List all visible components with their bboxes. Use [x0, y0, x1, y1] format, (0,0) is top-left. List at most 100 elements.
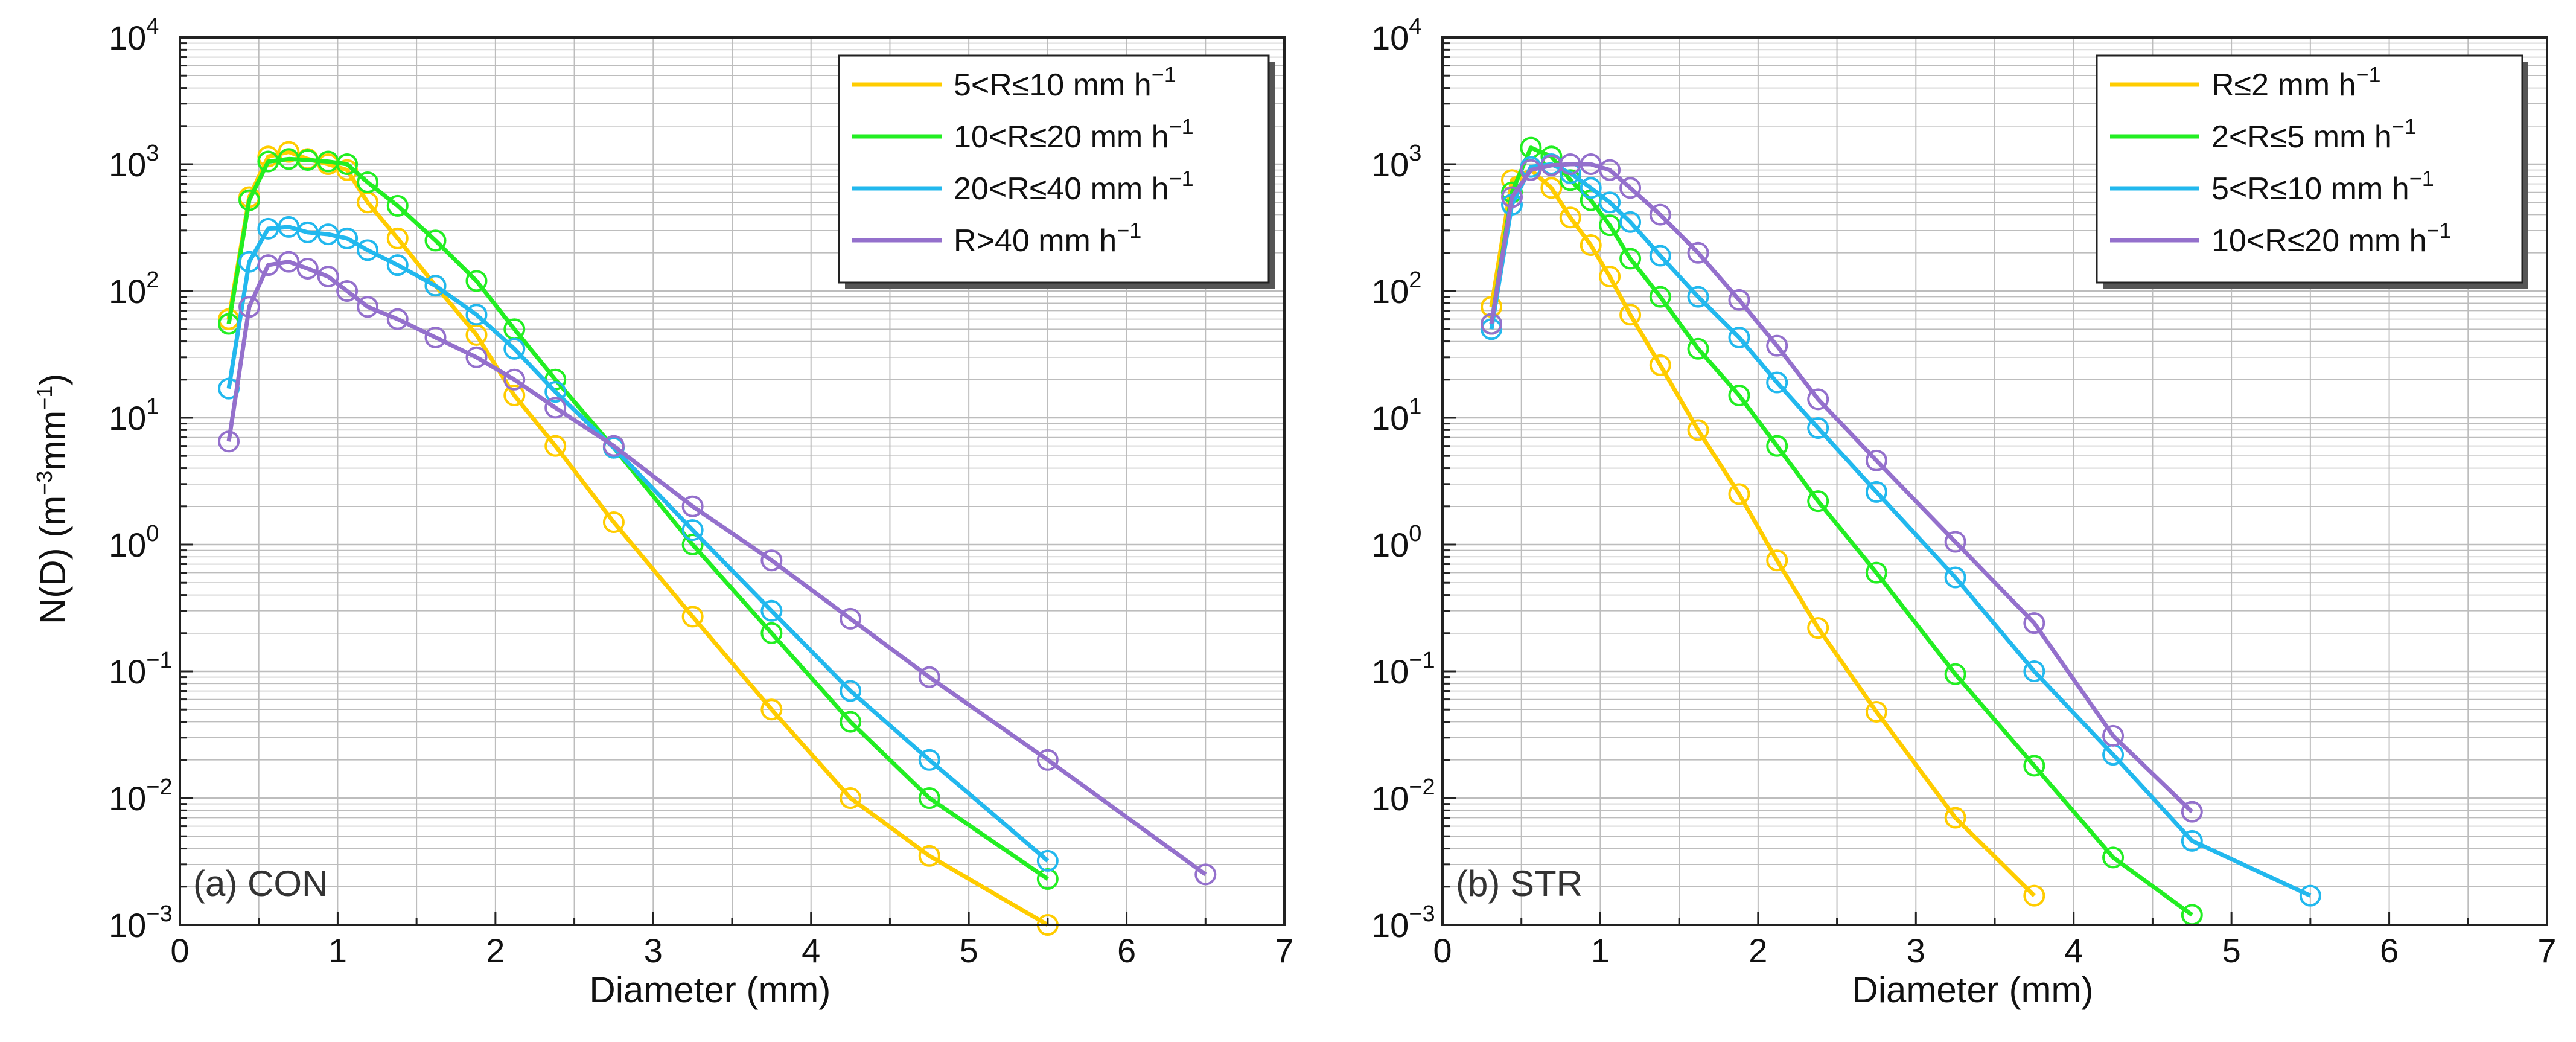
data-point-marker: [465, 270, 488, 292]
series-line: [226, 156, 1049, 881]
legend-entry-label: 5<R≤10 mm h−1: [954, 62, 1176, 103]
data-point-marker: [602, 435, 625, 457]
data-point-marker: [681, 495, 704, 517]
y-tick-exponent: −1: [146, 648, 172, 673]
data-point-marker: [1728, 289, 1750, 311]
x-tick-label: 5: [960, 932, 978, 970]
y-tick-base: 10: [109, 145, 146, 184]
y-tick-base: 10: [109, 272, 146, 310]
data-point-marker: [1766, 334, 1788, 357]
legend-entry-label: 5<R≤10 mm h−1: [2211, 166, 2434, 206]
data-point-marker: [1649, 203, 1671, 226]
series-1: [1481, 159, 2045, 907]
y-tick-exponent: −3: [146, 901, 172, 927]
y-tick-label: 10−1: [109, 648, 173, 691]
series-layer: [218, 141, 1217, 936]
data-point-marker: [1865, 449, 1887, 471]
data-point-marker: [602, 511, 625, 534]
y-tick-label: 101: [1371, 394, 1421, 437]
data-point-marker: [2181, 801, 2203, 823]
series-line: [226, 260, 1207, 877]
legend-name: 20<R≤40 mm h: [954, 171, 1169, 206]
data-point-marker: [424, 275, 447, 297]
legend-name: 2<R≤5 mm h: [2211, 120, 2392, 155]
x-tick-label: 6: [2380, 932, 2399, 970]
x-tick-label: 7: [2537, 932, 2556, 970]
legend-unit-sup: −1: [1152, 62, 1176, 87]
y-axis-title: N(D) (m−3mm−1): [32, 374, 73, 624]
data-point-marker: [918, 845, 940, 867]
legend-name: 10<R≤20 mm h: [2211, 223, 2427, 258]
x-axis-title: Diameter (mm): [589, 970, 831, 1010]
y-tick-label: 103: [1371, 141, 1421, 184]
data-point-marker: [1687, 286, 1709, 308]
y-tick-label: 10−3: [109, 901, 173, 944]
y-tick-label: 104: [1371, 14, 1421, 57]
x-tick-label: 7: [1275, 932, 1293, 970]
data-point-marker: [336, 280, 359, 302]
series-4: [1481, 153, 2203, 823]
legend-name: R>40 mm h: [954, 223, 1117, 258]
data-point-marker: [840, 680, 862, 702]
panel-label: (b) STR: [1456, 863, 1583, 904]
y-tick-base: 10: [1371, 272, 1409, 310]
y-tick-label: 100: [109, 521, 159, 564]
data-point-marker: [918, 749, 940, 771]
y-tick-exponent: −2: [146, 775, 172, 800]
y-tick-exponent: 2: [146, 267, 159, 293]
data-point-marker: [1580, 153, 1602, 175]
y-title-part: N(D) (m: [33, 496, 73, 624]
legend-unit-sup: −1: [2427, 218, 2452, 243]
data-point-marker: [1944, 531, 1966, 553]
legend: R≤2 mm h−12<R≤5 mm h−15<R≤10 mm h−110<R≤…: [2096, 54, 2528, 289]
data-point-marker: [238, 189, 261, 211]
data-point-marker: [257, 217, 279, 240]
legend-unit-sup: −1: [1169, 114, 1194, 139]
data-point-marker: [278, 141, 300, 163]
y-tick-base: 10: [109, 779, 146, 817]
data-point-marker: [336, 153, 359, 175]
x-tick-label: 4: [2064, 932, 2083, 970]
x-tick-label: 6: [1117, 932, 1136, 970]
data-point-marker: [1649, 286, 1671, 308]
legend-entry-label: R≤2 mm h−1: [2211, 62, 2381, 103]
legend-entry-label: 2<R≤5 mm h−1: [2211, 114, 2417, 155]
legend-unit-sup: −1: [2409, 166, 2434, 191]
data-point-marker: [257, 150, 279, 173]
x-tick-label: 1: [1591, 932, 1610, 970]
y-tick-exponent: 3: [146, 141, 159, 166]
y-tick-base: 10: [1371, 779, 1409, 817]
data-point-marker: [1807, 617, 1829, 639]
series-layer: [1481, 136, 2321, 926]
y-tick-exponent: 0: [1409, 521, 1421, 546]
legend-name: R≤2 mm h: [2211, 68, 2356, 103]
data-point-marker: [1580, 177, 1602, 199]
data-point-marker: [1599, 266, 1621, 288]
data-point-marker: [760, 698, 783, 721]
data-point-marker: [1481, 313, 1503, 335]
legend-box: [838, 54, 1270, 284]
y-tick-exponent: 1: [1409, 394, 1421, 420]
data-point-marker: [503, 385, 526, 407]
legend-unit-sup: −1: [1169, 166, 1194, 191]
data-point-marker: [681, 519, 704, 542]
data-point-marker: [218, 430, 240, 453]
data-point-marker: [2023, 884, 2045, 907]
panel-label: (a) CON: [193, 863, 328, 904]
data-point-marker: [2181, 829, 2203, 852]
legend-name: 10<R≤20 mm h: [954, 120, 1169, 155]
data-point-marker: [1619, 211, 1642, 233]
y-tick-base: 10: [1371, 145, 1409, 184]
legend-entry-label: 10<R≤20 mm h−1: [2211, 218, 2452, 258]
x-tick-label: 0: [170, 932, 189, 970]
legend: 5<R≤10 mm h−110<R≤20 mm h−120<R≤40 mm h−…: [838, 54, 1275, 289]
x-tick-label: 2: [1749, 932, 1767, 970]
series-line: [226, 225, 1050, 863]
y-tick-base: 10: [109, 653, 146, 691]
data-point-marker: [1194, 863, 1217, 886]
data-point-marker: [1728, 385, 1750, 407]
data-point-marker: [1619, 304, 1642, 326]
data-point-marker: [544, 381, 567, 403]
data-point-marker: [840, 607, 862, 630]
